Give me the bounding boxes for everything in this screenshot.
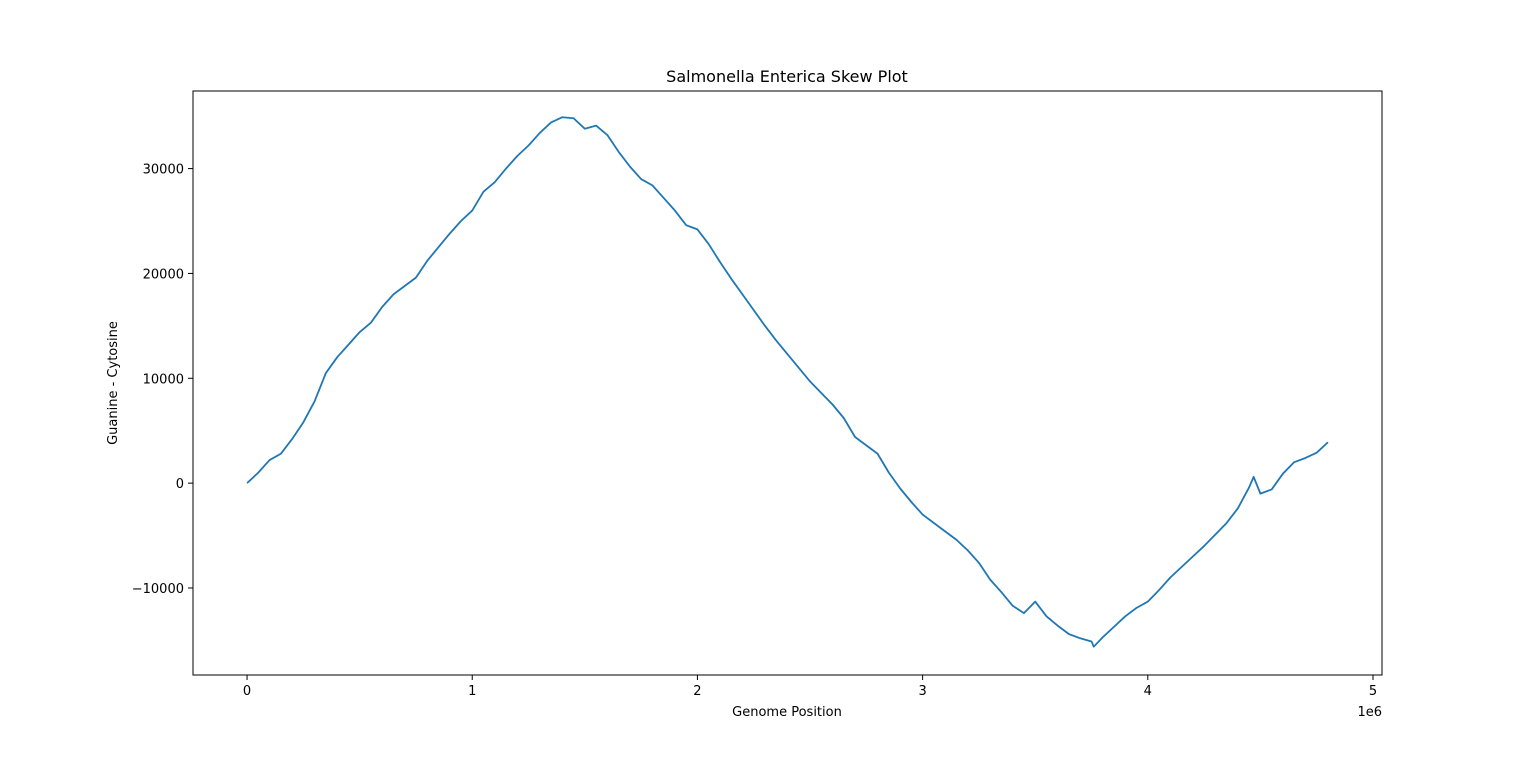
- x-tick-label: 5: [1369, 684, 1377, 699]
- x-tick-label: 4: [1144, 684, 1152, 699]
- y-tick-label: 0: [176, 477, 184, 492]
- skew-series-line: [246, 116, 1329, 648]
- y-tick-label: 30000: [143, 163, 184, 178]
- x-tick-label: 3: [918, 684, 926, 699]
- axes-frame: [192, 90, 1383, 676]
- plot-area: [246, 116, 1329, 648]
- y-tick-label: 10000: [143, 372, 184, 387]
- x-tick-label: 0: [243, 684, 251, 699]
- x-axis-offset-label: 1e6: [1357, 705, 1382, 720]
- y-axis: −10000 0 10000 20000 30000: [132, 163, 193, 597]
- chart-title: Salmonella Enterica Skew Plot: [666, 67, 908, 86]
- x-axis-label: Genome Position: [732, 705, 842, 720]
- x-tick-label: 1: [468, 684, 476, 699]
- x-tick-label: 2: [693, 684, 701, 699]
- y-axis-label: Guanine - Cytosine: [106, 321, 121, 445]
- x-axis: 0 1 2 3 4 5: [243, 675, 1377, 699]
- y-tick-label: 20000: [143, 267, 184, 282]
- y-tick-label: −10000: [132, 582, 184, 597]
